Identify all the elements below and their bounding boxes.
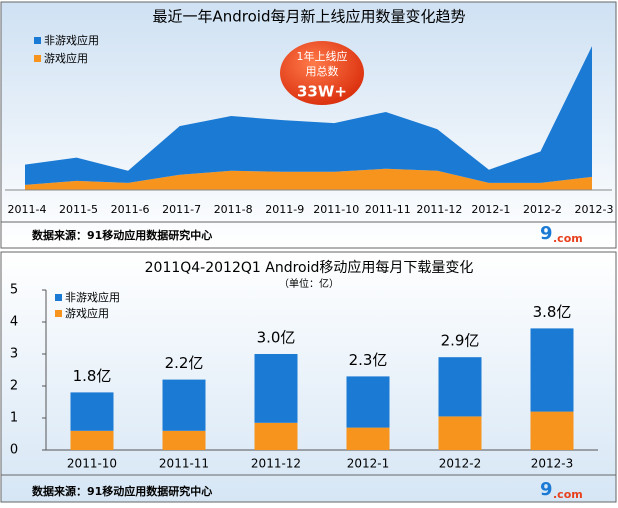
bar [162, 379, 206, 431]
x-tick-label: 2011-9 [265, 203, 304, 216]
annotation-emphasis: 33W+ [297, 83, 347, 101]
source: 数据来源：91移动应用数据研究中心 [32, 484, 212, 498]
legend-swatch [55, 294, 62, 301]
legend-label: 游戏应用 [65, 306, 109, 320]
data-label: 2.9亿 [441, 332, 480, 350]
y-tick-label: 0 [10, 443, 18, 458]
y-tick-label: 2 [10, 379, 18, 394]
legend-swatch [55, 310, 62, 317]
bar [70, 392, 114, 431]
chart-subtitle: （单位：亿） [279, 277, 339, 290]
y-tick-label: 5 [10, 283, 18, 298]
bar [162, 430, 206, 450]
y-tick-label: 4 [10, 315, 18, 330]
x-tick-label: 2011-5 [59, 203, 98, 216]
panel [0, 251, 617, 503]
x-tick-label: 2011-7 [162, 203, 201, 216]
bar [254, 422, 298, 450]
area [25, 46, 592, 185]
x-tick-label: 2011-11 [159, 457, 209, 471]
data-label: 1.8亿 [73, 367, 112, 385]
bar [254, 354, 298, 423]
annotation-bubble [280, 41, 364, 105]
bar [346, 376, 390, 428]
data-label: 3.8亿 [533, 303, 572, 321]
bar [530, 411, 574, 450]
x-tick-label: 2012-3 [531, 457, 574, 471]
area [25, 168, 592, 190]
data-label: 2.3亿 [349, 351, 388, 369]
bar [438, 357, 482, 417]
data-label: 3.0亿 [257, 329, 296, 347]
bar [438, 416, 482, 450]
y-tick-label: 1 [10, 411, 18, 426]
chart-title: 最近一年Android每月新上线应用数量变化趋势 [153, 8, 466, 26]
x-tick-label: 2011-4 [8, 203, 47, 216]
x-tick-label: 2011-11 [365, 203, 411, 216]
bar [530, 328, 574, 412]
logo-suffix: .com [553, 488, 583, 501]
x-tick-label: 2012-2 [439, 457, 482, 471]
legend-swatch [34, 37, 41, 44]
x-tick-label: 2012-2 [523, 203, 562, 216]
legend-label: 游戏应用 [44, 51, 88, 65]
logo-suffix: .com [553, 232, 583, 245]
logo: 9 [540, 223, 553, 244]
legend-label: 非游戏应用 [44, 33, 99, 47]
annotation-text: 用总数 [306, 64, 339, 78]
x-tick-label: 2011-12 [416, 203, 462, 216]
annotation-text: 1年上线应 [297, 49, 348, 63]
data-label: 2.2亿 [165, 354, 204, 372]
x-tick-label: 2012-3 [575, 203, 614, 216]
chart-title: 2011Q4-2012Q1 Android移动应用每月下载量变化 [145, 259, 474, 276]
x-tick-label: 2011-10 [67, 457, 117, 471]
bar [346, 427, 390, 450]
x-tick-label: 2011-6 [111, 203, 150, 216]
legend-swatch [34, 55, 41, 62]
x-tick-label: 2011-8 [214, 203, 253, 216]
logo: 9 [540, 479, 553, 500]
x-tick-label: 2012-1 [471, 203, 510, 216]
bar [70, 430, 114, 450]
x-tick-label: 2011-10 [313, 203, 359, 216]
y-tick-label: 3 [10, 347, 18, 362]
x-tick-label: 2012-1 [347, 457, 390, 471]
x-tick-label: 2011-12 [251, 457, 301, 471]
legend-label: 非游戏应用 [65, 290, 120, 304]
source: 数据来源：91移动应用数据研究中心 [32, 228, 212, 242]
